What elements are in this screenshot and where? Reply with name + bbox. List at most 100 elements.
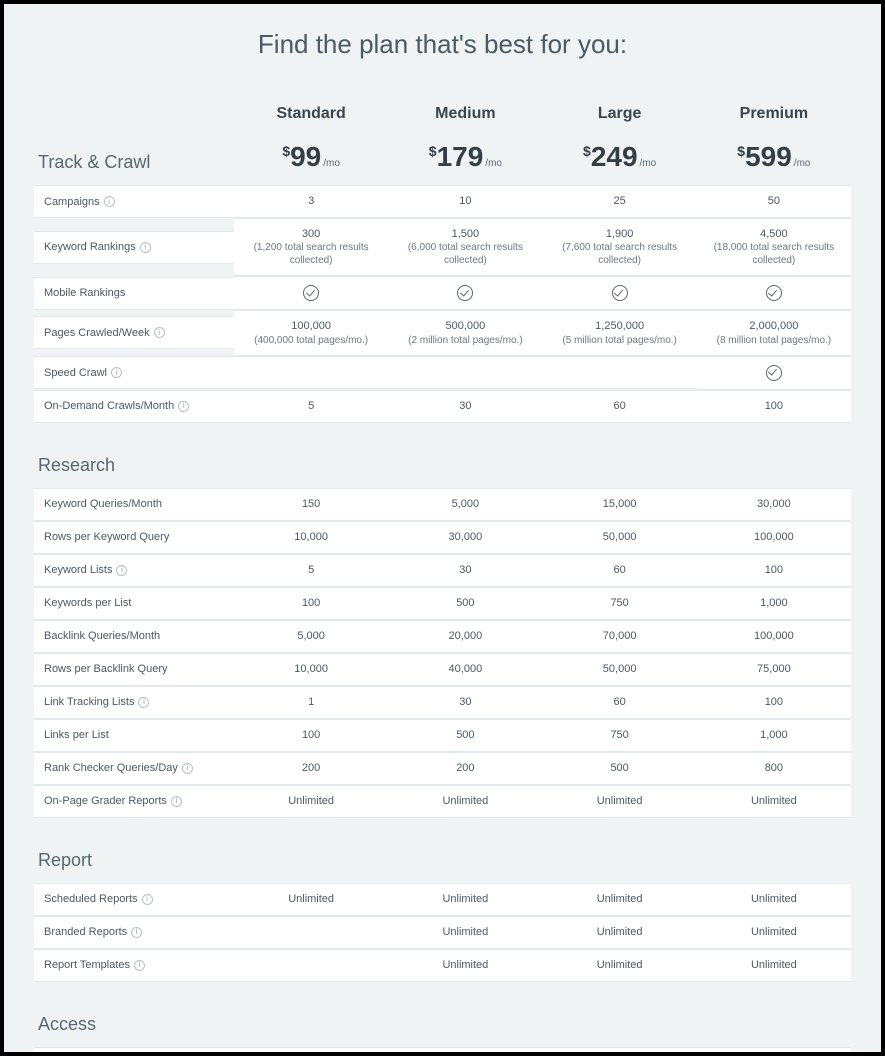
feature-cell: 10,000 (234, 653, 388, 686)
feature-cell: 100,000 (697, 521, 851, 554)
feature-cell: 60 (543, 554, 697, 587)
feature-cell: 15,000 (543, 488, 697, 521)
per: /mo (323, 158, 340, 169)
cell-value: 3 (308, 194, 314, 208)
cell-value: 100 (765, 399, 783, 413)
info-icon[interactable]: i (116, 565, 127, 576)
cell-value: Unlimited (751, 958, 797, 972)
per: /mo (485, 158, 502, 169)
price-3: $599/mo (697, 141, 851, 185)
info-icon[interactable]: i (134, 960, 145, 971)
section-gap (34, 818, 851, 840)
feature-label: Rows per Keyword Query (34, 521, 234, 554)
feature-label: Rank Checker Queries/Dayi (34, 752, 234, 785)
feature-cell: Unlimited (234, 883, 388, 916)
feature-cell: Unlimited (543, 785, 697, 818)
feature-label: On-Demand Crawls/Monthi (34, 390, 234, 423)
check-icon (303, 285, 319, 301)
info-icon[interactable]: i (131, 927, 142, 938)
feature-cell: 25 (543, 185, 697, 218)
feature-cell: 750 (543, 587, 697, 620)
currency: $ (282, 143, 290, 159)
cell-value: 1,000 (760, 596, 788, 610)
feature-cell: 30,000 (697, 488, 851, 521)
feature-cell (234, 949, 388, 982)
feature-cell: 3 (234, 185, 388, 218)
check-icon (766, 285, 782, 301)
check-icon (612, 285, 628, 301)
cell-value: Unlimited (597, 892, 643, 906)
section-0: Track & Crawl$99/mo$179/mo$249/mo$599/mo… (34, 141, 851, 423)
currency: $ (429, 143, 437, 159)
info-icon[interactable]: i (154, 327, 165, 338)
info-icon[interactable]: i (171, 796, 182, 807)
cell-value: 30 (459, 695, 471, 709)
cell-value: 500 (456, 728, 474, 742)
cell-value: 750 (610, 596, 628, 610)
cell-value: 60 (614, 563, 626, 577)
feature-label: Report Templatesi (34, 949, 234, 982)
cell-value: Unlimited (751, 892, 797, 906)
cell-value: 20,000 (449, 629, 483, 643)
cell-value: 30,000 (449, 530, 483, 544)
info-icon[interactable]: i (182, 763, 193, 774)
feature-cell: 150 (234, 488, 388, 521)
info-icon[interactable]: i (111, 367, 122, 378)
cell-value: 300 (302, 227, 320, 241)
info-icon[interactable]: i (104, 196, 115, 207)
cell-subtext: (7,600 total search results collected) (553, 241, 687, 267)
feature-cell (234, 356, 388, 389)
cell-subtext: (5 million total pages/mo.) (562, 334, 677, 347)
cell-value: Unlimited (442, 892, 488, 906)
plan-name-1: Medium (388, 95, 542, 141)
cell-value: 30 (459, 399, 471, 413)
cell-value: Unlimited (751, 794, 797, 808)
feature-label: Speed Crawli (34, 356, 234, 389)
cell-value: 2,000,000 (749, 319, 798, 333)
cell-value: 50,000 (603, 662, 637, 676)
feature-cell: 1,000 (697, 587, 851, 620)
feature-cell: 2,000,000(8 million total pages/mo.) (697, 310, 851, 355)
cell-value: 5 (308, 563, 314, 577)
feature-cell: 500 (543, 752, 697, 785)
cell-subtext: (2 million total pages/mo.) (408, 334, 523, 347)
cell-subtext: (400,000 total pages/mo.) (254, 334, 368, 347)
feature-cell (388, 356, 542, 389)
cell-value: Unlimited (442, 925, 488, 939)
cell-value: 60 (614, 695, 626, 709)
cell-value: Unlimited (597, 925, 643, 939)
cell-value: 100 (765, 563, 783, 577)
feature-cell (234, 276, 388, 310)
feature-label: Branded Reportsi (34, 916, 234, 949)
feature-cell: 75,000 (697, 653, 851, 686)
amount: 179 (437, 141, 484, 172)
feature-cell: 5 (697, 1047, 851, 1052)
info-icon[interactable]: i (178, 401, 189, 412)
feature-cell: 30 (388, 390, 542, 423)
info-icon[interactable]: i (138, 697, 149, 708)
feature-cell: 800 (697, 752, 851, 785)
feature-label: Links per List (34, 719, 234, 752)
section-2: ReportScheduled ReportsiUnlimitedUnlimit… (34, 840, 851, 982)
cell-value: 50 (768, 194, 780, 208)
feature-cell: 100 (697, 686, 851, 719)
feature-cell: 50,000 (543, 521, 697, 554)
info-icon[interactable]: i (140, 242, 151, 253)
feature-cell: 1,500(6,000 total search results collect… (388, 218, 542, 276)
feature-cell: Unlimited (543, 883, 697, 916)
feature-label: Keyword Rankingsi (34, 231, 234, 264)
page-title: Find the plan that's best for you: (34, 29, 851, 60)
feature-cell: 60 (543, 390, 697, 423)
info-icon[interactable]: i (142, 894, 153, 905)
cell-value: 5,000 (297, 629, 325, 643)
feature-cell: 300(1,200 total search results collected… (234, 218, 388, 276)
cell-value: Unlimited (751, 925, 797, 939)
feature-label: Backlink Queries/Month (34, 620, 234, 653)
feature-label: On-Page Grader Reportsi (34, 785, 234, 818)
section-1: ResearchKeyword Queries/Month1505,00015,… (34, 445, 851, 818)
cell-value: 1,250,000 (595, 319, 644, 333)
section-title: Research (34, 445, 234, 488)
cell-value: 200 (456, 761, 474, 775)
feature-cell: Unlimited (697, 785, 851, 818)
feature-cell (697, 276, 851, 310)
